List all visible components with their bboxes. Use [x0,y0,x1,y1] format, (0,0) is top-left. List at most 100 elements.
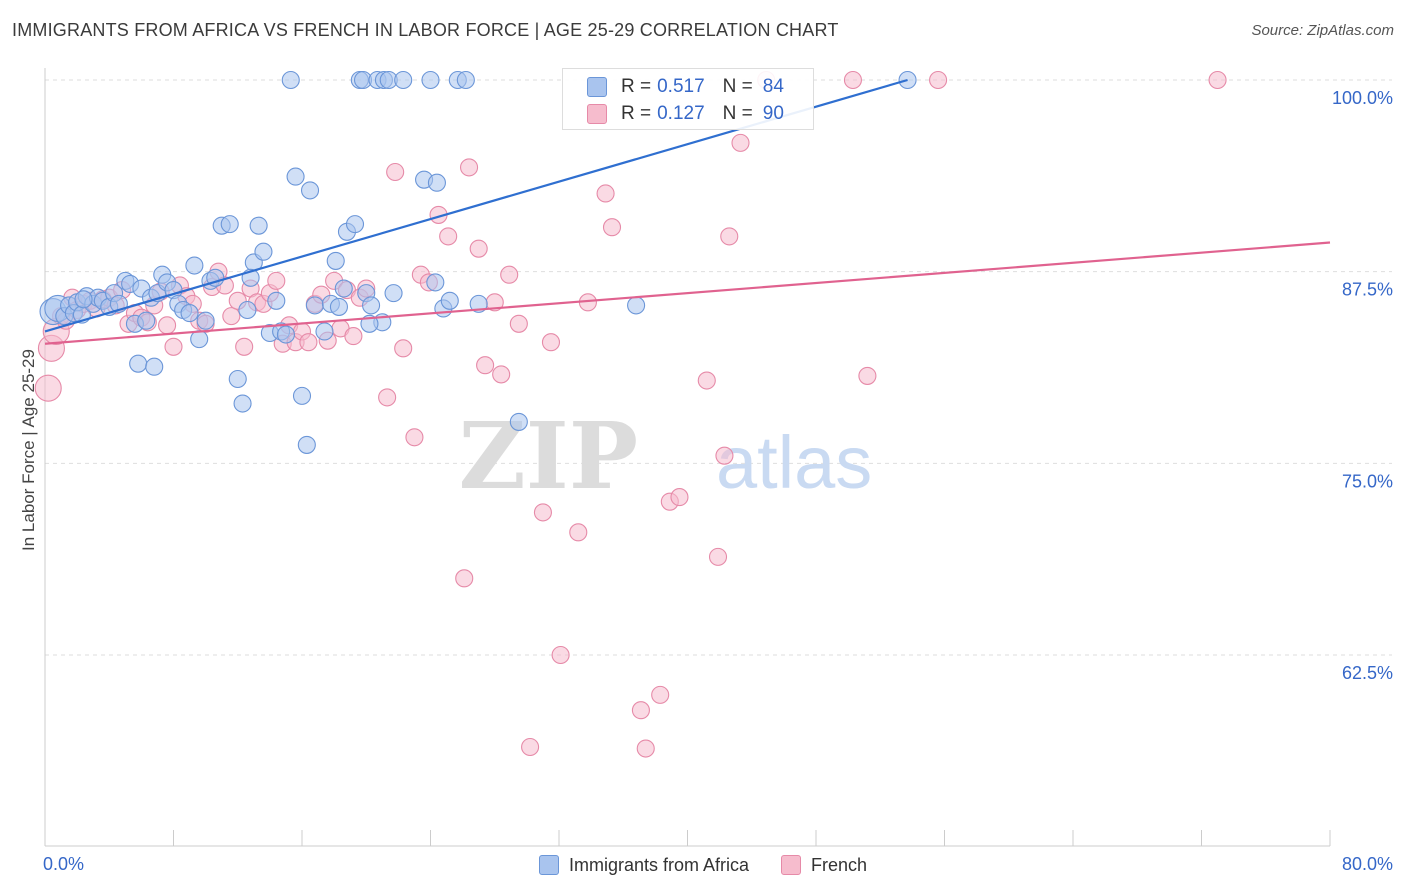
africa-point [228,369,247,389]
stats-legend: R = 0.517 N = 84 R = 0.127 N = 90 [562,68,814,130]
french-point [521,737,540,757]
africa-point [137,311,156,330]
series-legend: Immigrants from Africa French [0,852,1406,878]
french-point [602,218,622,237]
axes [44,68,1331,847]
y-tick-label: 87.5% [1342,280,1393,300]
africa-point [427,173,446,192]
source-credit: Source: ZipAtlas.com [1251,22,1394,39]
french-point [34,374,62,402]
legend-item-africa: Immigrants from Africa [538,852,749,878]
chart-title: IMMIGRANTS FROM AFRICA VS FRENCH IN LABO… [12,20,839,40]
french-point [394,339,413,358]
africa-point [238,300,257,320]
french-point [670,488,689,507]
french-point [720,227,739,246]
x-tick-label-max: 80.0% [1342,854,1393,874]
n-label: N = [722,76,753,97]
africa-point [440,291,459,310]
africa-swatch-icon [587,77,607,97]
french-point [476,356,495,375]
french-point [715,446,734,465]
french-point [929,70,948,90]
africa-point [145,357,164,376]
africa-point [185,256,204,275]
french-point [1208,70,1227,90]
africa-point [129,354,148,373]
africa-point [469,294,488,313]
french-point [651,685,670,704]
africa-point [300,181,320,200]
y-tick-label: 100.0% [1332,88,1393,108]
africa-point [362,296,381,315]
watermark: ZIP atlas [459,402,873,510]
french-point [843,70,862,90]
africa-point [627,296,646,315]
french-point [235,337,254,356]
watermark-atlas: atlas [716,421,872,504]
french-legend-icon [781,855,801,875]
french-point [636,739,655,758]
africa-legend-icon [538,855,559,875]
r-label: R = [621,103,652,124]
africa-point [292,386,312,405]
legend-item-french: French [781,852,867,878]
africa-point [394,70,413,90]
tick-labels: 100.0% 87.5% 75.0% 62.5% 0.0% 80.0% [43,88,1393,874]
africa-point [297,435,316,454]
n-value-french: 90 [762,103,784,124]
french-point [378,388,397,407]
africa-point [281,70,300,90]
french-point [222,307,241,326]
french-point [459,158,479,177]
french-point [344,327,363,346]
africa-point [276,325,295,344]
french-point [631,701,650,720]
french-point [439,227,458,246]
africa-point [196,311,215,330]
africa-point [426,273,445,292]
french-point [858,366,877,385]
africa-point [249,216,268,235]
french-point [455,569,474,588]
stats-row-africa: R = 0.517 N = 84 [587,74,784,100]
french-point [708,547,728,566]
africa-point [384,284,403,303]
r-value-french: 0.127 [657,103,705,124]
french-point [492,365,511,384]
africa-point [334,279,353,298]
africa-point [305,296,324,315]
french-point [541,333,561,352]
french-point [569,523,588,542]
africa-point [267,291,286,310]
africa-point [180,304,199,323]
y-tick-label: 75.0% [1342,471,1393,491]
legend-label-africa: Immigrants from Africa [568,854,749,875]
r-value-africa: 0.517 [657,76,705,97]
french-point [299,333,318,352]
africa-point [421,70,440,90]
french-point [164,337,183,356]
africa-points [39,70,917,454]
n-value-africa: 84 [762,76,784,97]
french-point [731,133,750,152]
y-tick-label: 62.5% [1342,663,1393,683]
africa-point [74,290,93,309]
y-axis-label: In Labor Force | Age 25-29 [19,349,38,551]
africa-point [220,215,239,234]
french-swatch-icon [587,104,607,124]
french-point [533,503,552,522]
n-label: N = [722,103,753,124]
french-point [500,265,519,284]
africa-point [315,322,334,341]
stats-row-french: R = 0.127 N = 90 [587,101,784,127]
africa-point [326,251,345,270]
africa-point [509,412,528,431]
french-point [596,184,615,203]
africa-point [190,330,209,349]
french-point [267,271,286,290]
french-point [509,314,528,333]
x-tick-label-min: 0.0% [43,854,84,874]
legend-label-french: French [811,854,868,875]
